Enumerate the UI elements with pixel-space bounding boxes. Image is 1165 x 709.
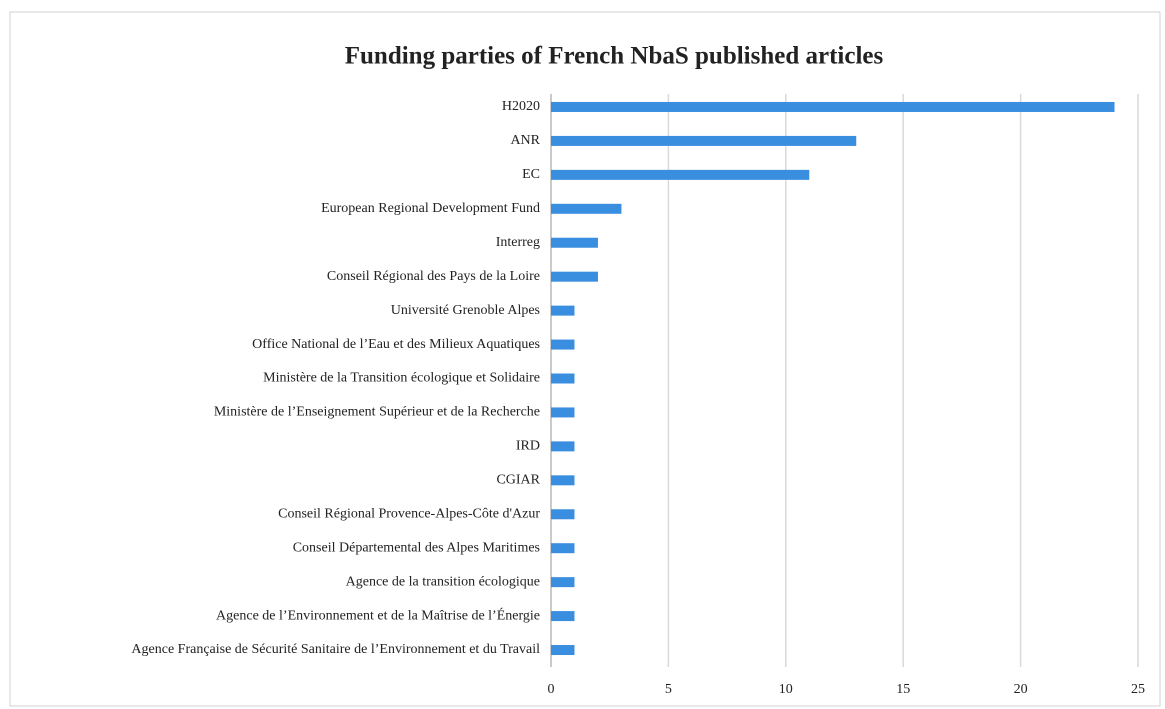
bar — [551, 475, 575, 486]
bar — [551, 509, 575, 520]
x-tick-label: 0 — [548, 682, 555, 697]
x-tick-label: 20 — [1014, 682, 1028, 697]
x-tick-label: 25 — [1131, 682, 1145, 697]
y-tick-label: Conseil Départemental des Alpes Maritime… — [293, 540, 540, 555]
y-tick-label: Ministère de la Transition écologique et… — [263, 371, 540, 386]
y-tick-label: H2020 — [502, 99, 540, 114]
y-tick-label: Agence de l’Environnement et de la Maîtr… — [216, 606, 540, 623]
bar — [551, 441, 575, 452]
bar — [551, 373, 575, 384]
bar — [551, 407, 575, 418]
y-tick-label: Agence Française de Sécurité Sanitaire d… — [131, 642, 540, 657]
y-tick-label: IRD — [516, 439, 540, 454]
chart-title: Funding parties of French NbaS published… — [345, 43, 884, 70]
bar — [551, 169, 810, 180]
y-tick-label: Agence de la transition écologique — [346, 574, 540, 589]
y-tick-label: Conseil Régional Provence-Alpes-Côte d'A… — [278, 506, 540, 521]
y-tick-label: Conseil Régional des Pays de la Loire — [327, 269, 540, 284]
x-tick-label: 5 — [665, 682, 672, 697]
y-tick-label: EC — [522, 167, 540, 182]
bar — [551, 305, 575, 316]
bar — [551, 135, 857, 146]
y-tick-label: CGIAR — [496, 473, 540, 488]
y-tick-label: ANR — [510, 133, 540, 148]
y-tick-label: Université Grenoble Alpes — [391, 303, 540, 318]
bar — [551, 611, 575, 622]
bar — [551, 339, 575, 350]
bar — [551, 237, 598, 248]
y-tick-label: Ministère de l’Enseignement Supérieur et… — [214, 405, 540, 420]
y-tick-label: European Regional Development Fund — [321, 201, 540, 216]
bar — [551, 101, 1115, 112]
x-tick-label: 15 — [896, 682, 910, 697]
y-tick-label: Interreg — [496, 235, 540, 250]
bar — [551, 577, 575, 588]
bar — [551, 543, 575, 554]
bar — [551, 271, 598, 282]
x-tick-label: 10 — [779, 682, 793, 697]
chart-frame — [9, 11, 1161, 707]
bar — [551, 645, 575, 656]
y-tick-label: Office National de l’Eau et des Milieux … — [252, 337, 540, 352]
bar — [551, 203, 622, 214]
